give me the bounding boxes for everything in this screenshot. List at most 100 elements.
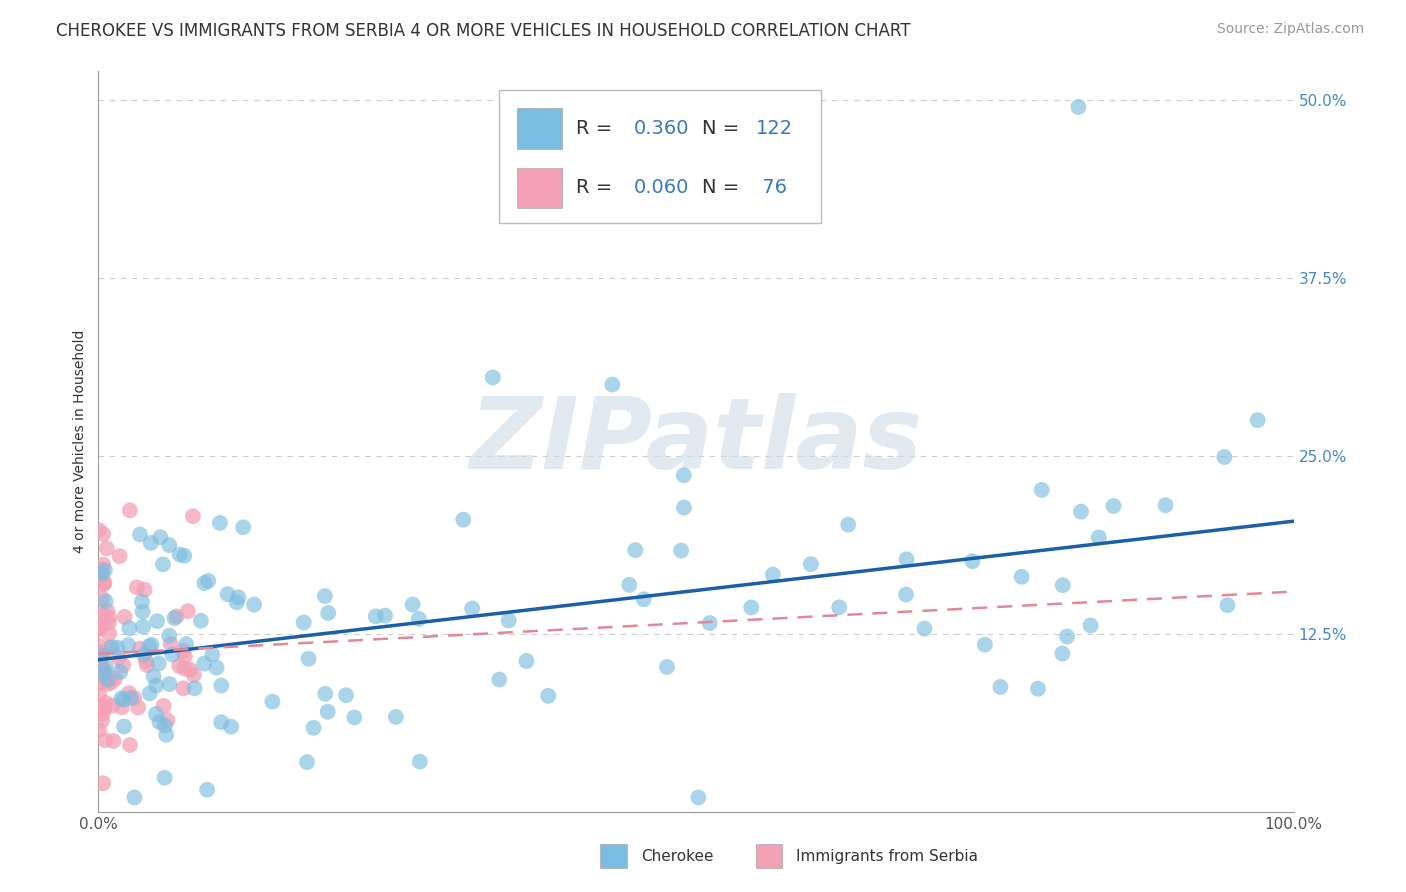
Point (90, 700, 112, 714)
Point (157, 538, 180, 552)
Point (800, 557, 823, 571)
Point (159, 677, 181, 691)
Point (91, 661, 114, 675)
Point (93, 575, 115, 590)
Point (498, 614, 520, 628)
Point (153, 771, 176, 785)
Point (225, 595, 247, 609)
Point (93, 667, 115, 681)
Point (87, 653, 110, 667)
Point (94, 660, 117, 674)
Point (87, 622, 110, 636)
Point (91, 706, 114, 721)
Point (461, 601, 484, 615)
Point (537, 689, 560, 703)
Point (91, 558, 114, 572)
Point (138, 686, 160, 700)
Point (1070, 505, 1092, 519)
Point (90, 662, 112, 676)
Point (139, 536, 162, 550)
Point (104, 672, 127, 686)
Point (153, 718, 176, 732)
Point (134, 648, 156, 662)
Point (912, 622, 935, 636)
Point (295, 755, 318, 769)
Point (208, 516, 231, 530)
Point (90, 699, 112, 714)
Point (146, 614, 169, 628)
Point (138, 639, 160, 653)
Point (896, 552, 918, 566)
Point (94, 733, 117, 747)
Point (91, 591, 114, 606)
Point (87, 639, 110, 653)
Point (166, 609, 188, 624)
Point (173, 649, 195, 664)
Point (131, 605, 153, 619)
Point (172, 644, 194, 658)
Point (314, 589, 336, 603)
Point (1087, 530, 1109, 544)
Point (228, 591, 250, 605)
Point (101, 640, 124, 654)
Point (183, 681, 205, 696)
Text: 76: 76 (756, 178, 787, 197)
Point (108, 549, 131, 563)
Point (374, 608, 396, 623)
Point (1102, 499, 1125, 513)
Point (316, 705, 339, 719)
Point (122, 691, 145, 706)
Point (173, 661, 195, 675)
Point (962, 554, 984, 568)
Point (111, 700, 134, 714)
Text: CHEROKEE VS IMMIGRANTS FROM SERBIA 4 OR MORE VEHICLES IN HOUSEHOLD CORRELATION C: CHEROKEE VS IMMIGRANTS FROM SERBIA 4 OR … (56, 22, 911, 40)
Point (624, 543, 647, 558)
Point (145, 706, 167, 721)
Point (1067, 100, 1090, 114)
Point (98, 640, 121, 655)
Point (488, 673, 510, 687)
Point (91, 527, 114, 541)
Point (149, 530, 172, 544)
Point (302, 721, 325, 735)
Text: N =: N = (702, 120, 745, 138)
Point (1031, 483, 1053, 497)
Point (197, 574, 219, 588)
Point (173, 549, 195, 563)
Point (183, 668, 205, 682)
Point (1056, 630, 1078, 644)
Point (1052, 647, 1074, 661)
Point (152, 698, 174, 713)
Point (87, 658, 110, 673)
Point (1080, 618, 1102, 632)
Text: ZIPatlas: ZIPatlas (470, 393, 922, 490)
Point (135, 654, 157, 668)
Point (87, 524, 110, 538)
Point (100, 675, 122, 690)
Point (409, 755, 432, 769)
Point (169, 548, 191, 562)
Point (172, 681, 194, 696)
Point (990, 680, 1012, 694)
Y-axis label: 4 or more Vehicles in Household: 4 or more Vehicles in Household (73, 330, 87, 553)
Text: R =: R = (576, 178, 619, 197)
Text: 122: 122 (756, 120, 793, 138)
Point (89, 622, 111, 636)
Point (87, 657, 110, 671)
Point (162, 648, 184, 662)
Text: R =: R = (576, 120, 619, 138)
Point (655, 660, 678, 674)
Text: Source: ZipAtlas.com: Source: ZipAtlas.com (1216, 22, 1364, 37)
Point (364, 609, 387, 624)
Point (103, 734, 125, 748)
Point (157, 629, 180, 643)
Point (894, 588, 917, 602)
FancyBboxPatch shape (517, 168, 562, 209)
Point (91, 714, 114, 728)
Point (120, 690, 142, 705)
Point (219, 720, 242, 734)
Point (132, 620, 155, 634)
Text: N =: N = (702, 178, 745, 197)
Point (129, 641, 152, 656)
Point (98, 626, 121, 640)
